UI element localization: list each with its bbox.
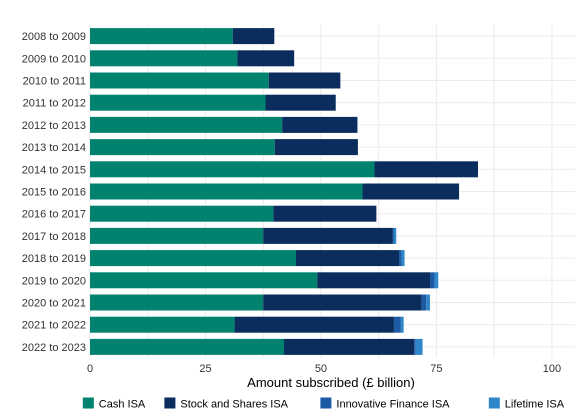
bar-cash-isa: [90, 338, 284, 355]
bar-stock-and-shares-isa: [265, 94, 336, 111]
bar-cash-isa: [90, 50, 238, 67]
bar-cash-isa: [90, 294, 264, 311]
y-tick-label: 2018 to 2019: [22, 253, 86, 265]
bar-stock-and-shares-isa: [268, 72, 341, 89]
bar-lifetime-isa: [401, 250, 405, 267]
bar-lifetime-isa: [415, 338, 423, 355]
bar-stock-and-shares-isa: [273, 205, 377, 222]
y-tick-label: 2012 to 2013: [22, 120, 86, 132]
bar-innovative-finance-isa: [414, 338, 416, 355]
y-tick-label: 2009 to 2010: [22, 53, 86, 65]
legend: Cash ISA Stock and Shares ISA Innovative F…: [82, 397, 565, 411]
bar-stock-and-shares-isa: [374, 161, 478, 178]
bar-lifetime-isa: [393, 227, 397, 244]
bar-innovative-finance-isa: [399, 250, 402, 267]
y-tick-label: 2013 to 2014: [22, 142, 86, 154]
bar-cash-isa: [90, 139, 275, 156]
bar-innovative-finance-isa: [430, 272, 435, 289]
bar-cash-isa: [90, 72, 269, 89]
legend-label-lifetime-isa: Lifetime ISA: [505, 399, 565, 411]
y-tick-label: 2017 to 2018: [22, 231, 86, 243]
x-axis-title: Amount subscribed (£ billion): [247, 375, 415, 390]
legend-swatch-innovative-finance-isa: [320, 397, 332, 409]
bar-stock-and-shares-isa: [282, 116, 358, 133]
bar-cash-isa: [90, 250, 297, 267]
bar-cash-isa: [90, 183, 363, 200]
bar-stock-and-shares-isa: [234, 316, 394, 333]
x-tick-label: 50: [315, 363, 327, 375]
x-tick-label: 25: [199, 363, 211, 375]
bar-cash-isa: [90, 205, 274, 222]
bar-cash-isa: [90, 161, 375, 178]
legend-swatch-stock-and-shares-isa: [164, 397, 176, 409]
bar-cash-isa: [90, 116, 283, 133]
bar-lifetime-isa: [434, 272, 439, 289]
bar-stock-and-shares-isa: [237, 50, 295, 67]
bar-stock-and-shares-isa: [263, 227, 393, 244]
bar-cash-isa: [90, 272, 318, 289]
y-tick-label: 2021 to 2022: [22, 320, 86, 332]
y-tick-label: 2022 to 2023: [22, 342, 86, 354]
y-tick-label: 2019 to 2020: [22, 275, 86, 287]
bar-stock-and-shares-isa: [284, 338, 415, 355]
legend-swatch-lifetime-isa: [488, 397, 500, 409]
legend-label-innovative-finance-isa: Innovative Finance ISA: [336, 399, 450, 411]
bar-innovative-finance-isa: [393, 316, 401, 333]
bar-innovative-finance-isa: [392, 227, 394, 244]
y-tick-label: 2020 to 2021: [22, 298, 86, 310]
bar-lifetime-isa: [426, 294, 430, 311]
legend-swatch-cash-isa: [82, 397, 94, 409]
y-tick-label: 2015 to 2016: [22, 187, 86, 199]
bar-cash-isa: [90, 94, 266, 111]
x-tick-label: 0: [87, 363, 93, 375]
y-tick-label: 2016 to 2017: [22, 209, 86, 221]
bar-stock-and-shares-isa: [317, 272, 431, 289]
x-tick-label: 100: [543, 363, 561, 375]
bar-innovative-finance-isa: [421, 294, 427, 311]
bar-stock-and-shares-isa: [263, 294, 422, 311]
bar-cash-isa: [90, 316, 235, 333]
legend-label-cash-isa: Cash ISA: [99, 399, 146, 411]
y-axis-labels: 2008 to 2009 2009 to 2010 2010 to 2011 2011…: [22, 31, 86, 354]
x-axis-labels: 0 25 50 75 100: [87, 363, 561, 375]
legend-label-stock-and-shares-isa: Stock and Shares ISA: [180, 399, 288, 411]
bar-cash-isa: [90, 28, 233, 45]
bar-stock-and-shares-isa: [362, 183, 460, 200]
bar-stock-and-shares-isa: [232, 28, 275, 45]
bars: [90, 28, 478, 355]
y-tick-label: 2014 to 2015: [22, 164, 86, 176]
x-tick-label: 75: [430, 363, 442, 375]
y-tick-label: 2011 to 2012: [23, 98, 86, 110]
bar-cash-isa: [90, 227, 264, 244]
y-tick-label: 2010 to 2011: [23, 76, 86, 88]
y-tick-label: 2008 to 2009: [22, 31, 86, 43]
bar-stock-and-shares-isa: [274, 139, 358, 156]
bar-lifetime-isa: [400, 316, 404, 333]
bar-stock-and-shares-isa: [296, 250, 400, 267]
